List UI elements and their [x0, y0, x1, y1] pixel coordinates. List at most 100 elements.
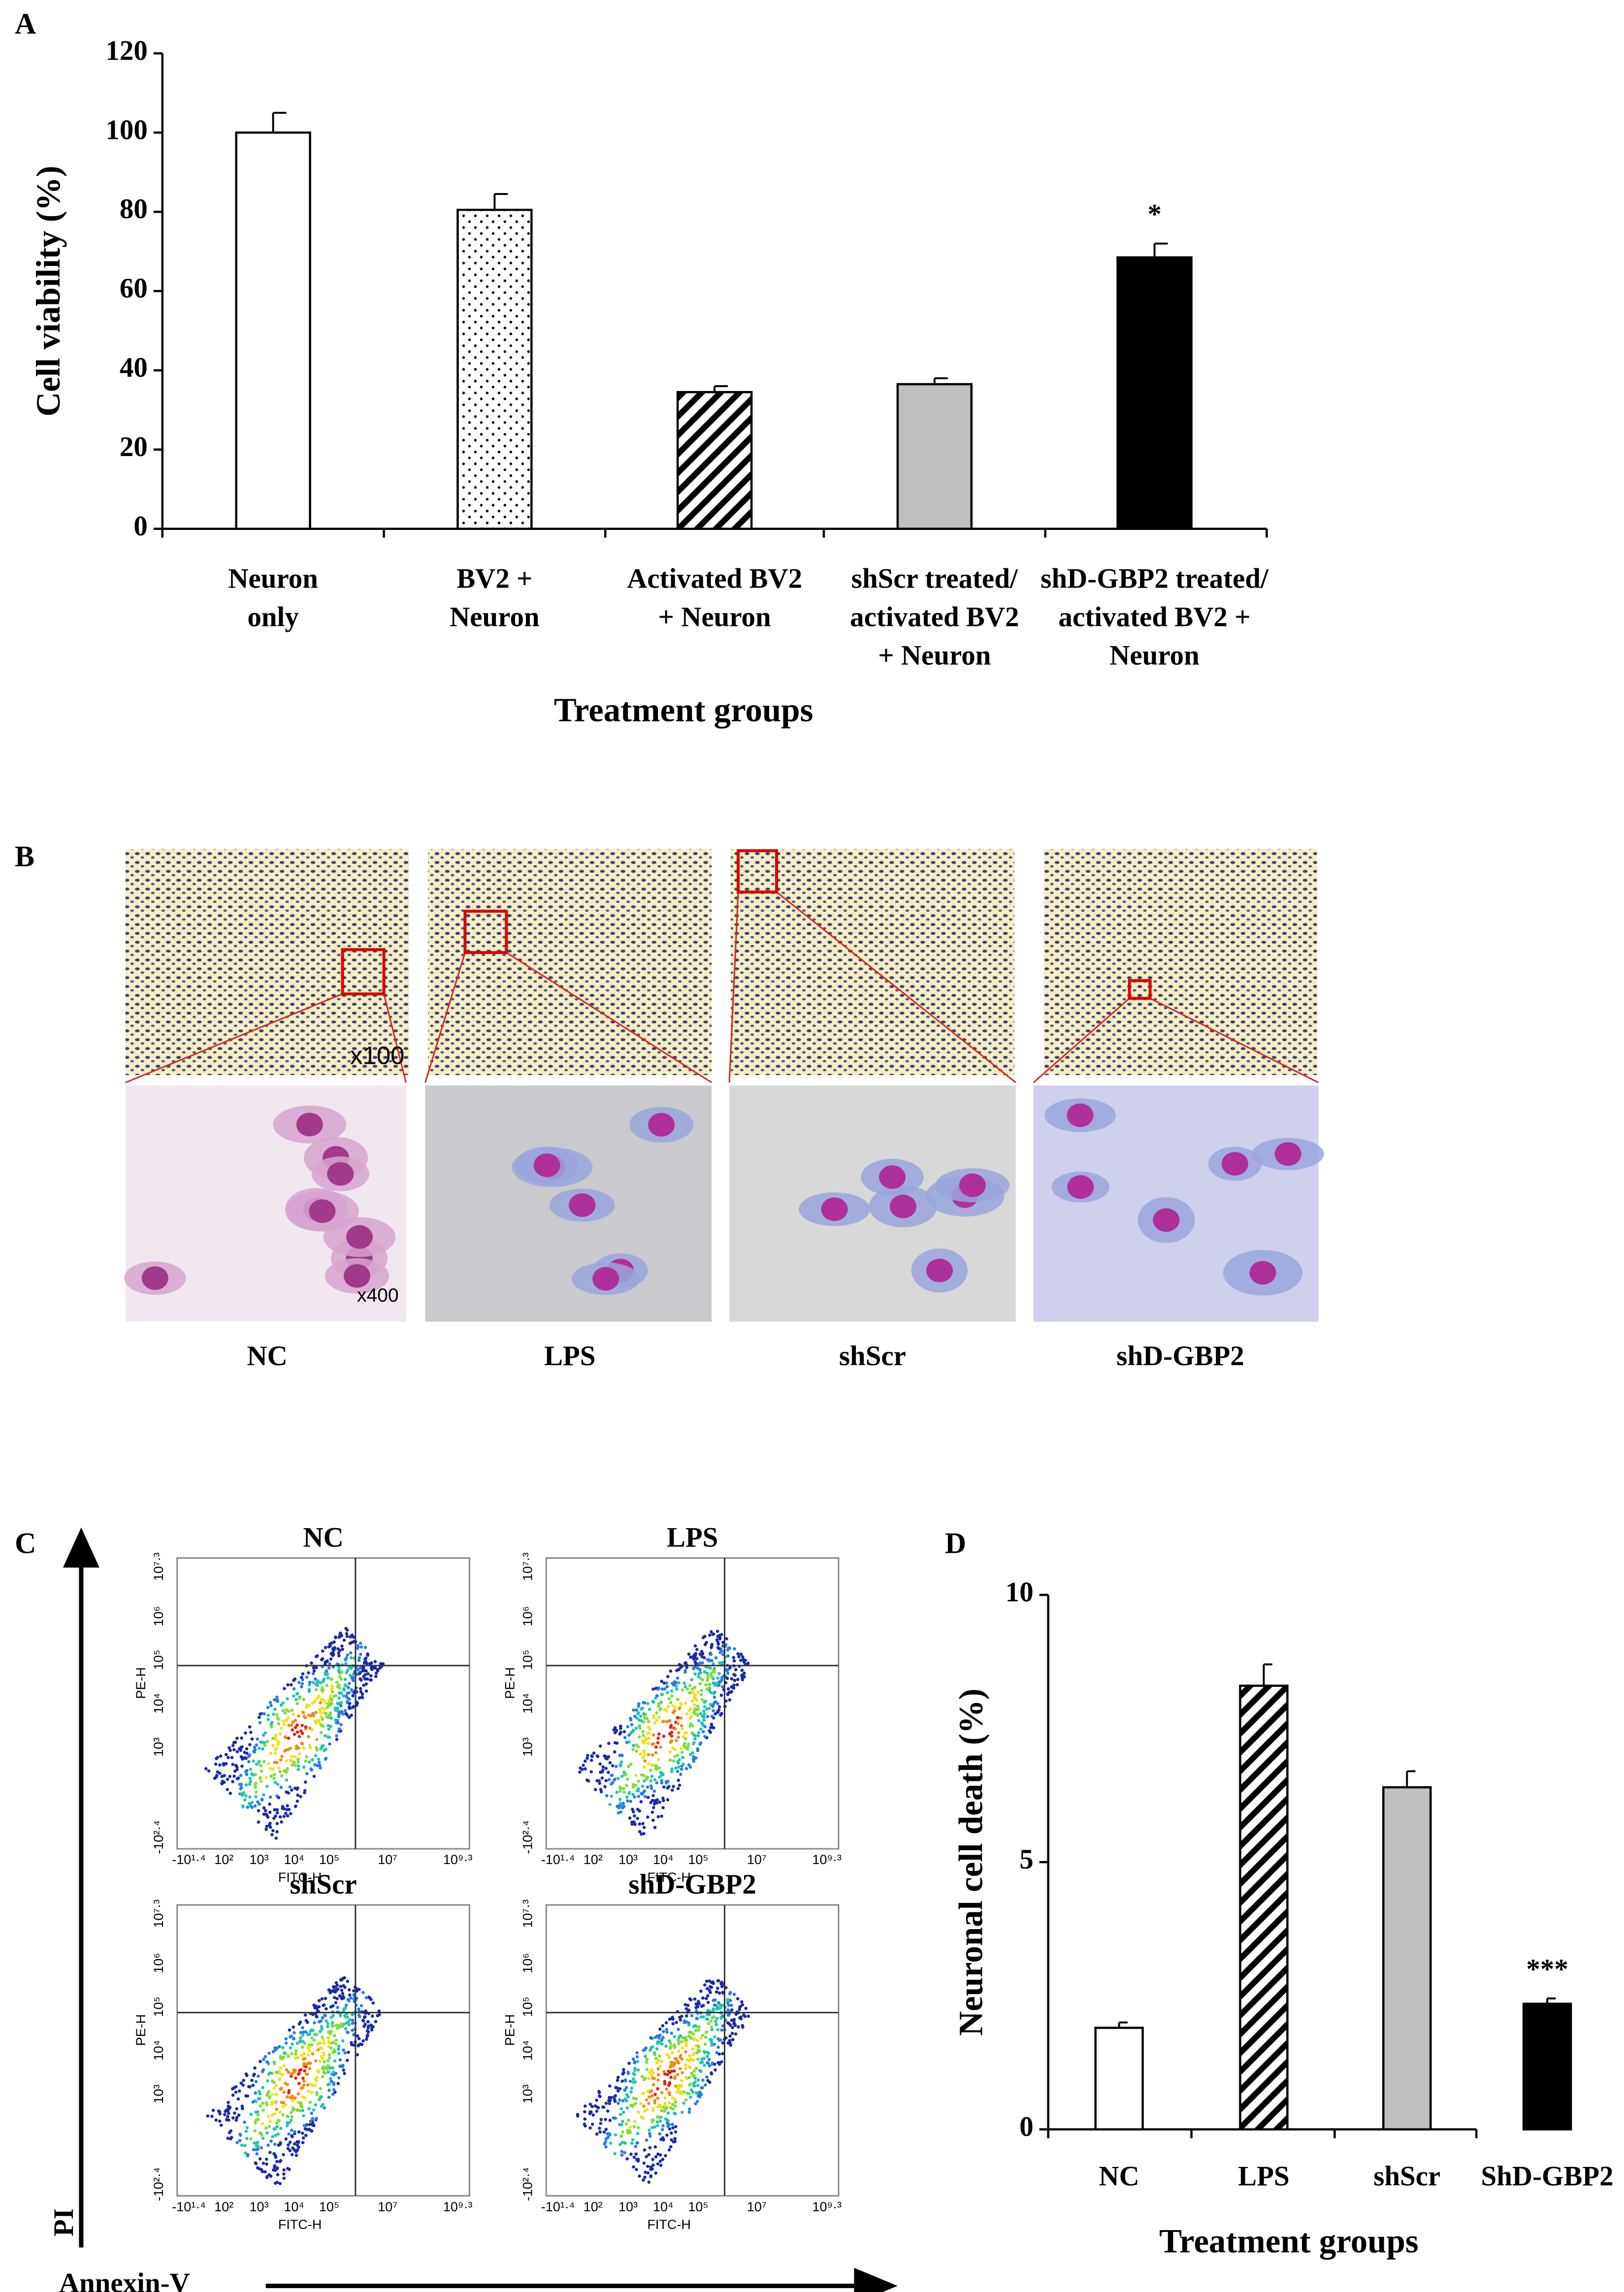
flow-event	[706, 1994, 710, 1997]
flow-event	[308, 1683, 311, 1687]
flow-event	[307, 2046, 311, 2049]
flow-event	[692, 1742, 695, 1746]
flow-event	[218, 2119, 222, 2123]
flow-event	[302, 2114, 305, 2118]
flow-event	[671, 2022, 675, 2026]
flow-event	[280, 1754, 284, 1758]
flow-event	[277, 1796, 281, 1800]
flow-y-label: PE-H	[133, 2014, 148, 2046]
flow-event	[714, 1998, 717, 2002]
flow-event	[661, 1799, 665, 1802]
flow-event	[597, 1779, 601, 1783]
flow-event	[726, 1687, 730, 1691]
flow-event	[620, 2150, 624, 2153]
flow-event	[298, 2040, 302, 2044]
flow-event	[664, 2021, 668, 2025]
flow-event	[359, 2004, 363, 2007]
flow-event	[674, 1681, 678, 1684]
flow-event	[625, 1740, 629, 1744]
flow-event	[620, 2079, 624, 2083]
flow-event	[649, 2048, 652, 2052]
flow-event	[282, 1723, 286, 1726]
flow-event	[677, 1778, 681, 1782]
flow-event	[680, 1768, 683, 1771]
flow-event	[323, 1707, 326, 1711]
flow-event	[683, 1661, 687, 1665]
flow-event	[330, 2021, 334, 2025]
flow-event	[340, 2025, 344, 2029]
flow-event	[268, 1802, 271, 1806]
flow-event	[240, 1736, 243, 1740]
flow-event	[257, 1746, 261, 1750]
magnification: x400	[357, 1285, 399, 1306]
flow-event	[693, 1693, 697, 1697]
flow-event	[296, 1793, 299, 1797]
flow-event	[670, 2138, 673, 2142]
flow-event	[650, 1753, 654, 1757]
flow-event	[679, 1716, 683, 1720]
flow-event	[731, 2026, 734, 2030]
flow-event	[623, 2151, 626, 2155]
flow-event	[285, 2124, 289, 2128]
flow-event	[345, 1713, 349, 1717]
flow-event	[615, 1791, 619, 1794]
flow-event	[647, 1720, 650, 1723]
flow-event	[241, 2107, 244, 2110]
flow-event	[326, 1703, 330, 1706]
flow-event	[351, 2022, 355, 2025]
flow-event	[301, 2095, 305, 2099]
flow-event	[618, 1790, 622, 1793]
flow-event	[224, 2109, 227, 2113]
flow-event	[282, 1719, 285, 1723]
flow-event	[673, 2111, 676, 2115]
flow-event	[710, 2043, 714, 2047]
flow-event	[292, 2037, 295, 2041]
y-tick-label: 100	[105, 114, 147, 145]
flow-y-tick-label: 10⁶	[151, 1606, 166, 1626]
flow-event	[343, 1976, 346, 1980]
flow-event	[364, 1661, 367, 1665]
flow-event	[321, 2016, 325, 2020]
flow-event	[287, 2143, 290, 2147]
micrograph-low	[428, 849, 712, 1076]
flow-event	[599, 1770, 602, 1774]
flow-event	[259, 1712, 262, 1716]
flow-event	[269, 2174, 273, 2178]
flow-event	[621, 2120, 624, 2123]
flow-event	[666, 2073, 669, 2076]
flow-event	[634, 1726, 638, 1730]
flow-event	[646, 1785, 650, 1789]
flow-event	[671, 2103, 675, 2106]
flow-event	[285, 1759, 289, 1763]
flow-event	[598, 2130, 602, 2134]
flow-event	[337, 2047, 340, 2051]
flow-event	[214, 1775, 218, 1779]
flow-event	[656, 2073, 660, 2077]
flow-event	[650, 2036, 654, 2040]
flow-event	[609, 2141, 613, 2145]
flow-event	[294, 1747, 298, 1750]
flow-event	[670, 1739, 674, 1743]
flow-event	[337, 1683, 341, 1687]
flow-event	[334, 2038, 338, 2042]
flow-event	[373, 1660, 377, 1664]
error-bar	[933, 377, 948, 385]
flow-event	[254, 2161, 258, 2165]
flow-event	[719, 1679, 722, 1683]
flow-x-tick-label: -10¹·⁴	[541, 1852, 575, 1867]
flow-event	[677, 2028, 680, 2031]
flow-event	[292, 2025, 295, 2029]
flow-event	[317, 1757, 321, 1761]
flow-event	[362, 1675, 365, 1678]
flow-event	[342, 2048, 345, 2052]
flow-event	[261, 2161, 265, 2165]
flow-event	[296, 1786, 299, 1790]
x-tick-label: shD-GBP2 treated/ activated BV2 + Neuron	[1040, 564, 1268, 672]
flow-event	[716, 1676, 720, 1680]
flow-event	[290, 1754, 294, 1758]
flow-event	[275, 2160, 279, 2163]
flow-event	[349, 1651, 353, 1655]
flow-event	[613, 2152, 617, 2156]
flow-event	[599, 1788, 603, 1791]
flow-event	[608, 1802, 612, 1806]
